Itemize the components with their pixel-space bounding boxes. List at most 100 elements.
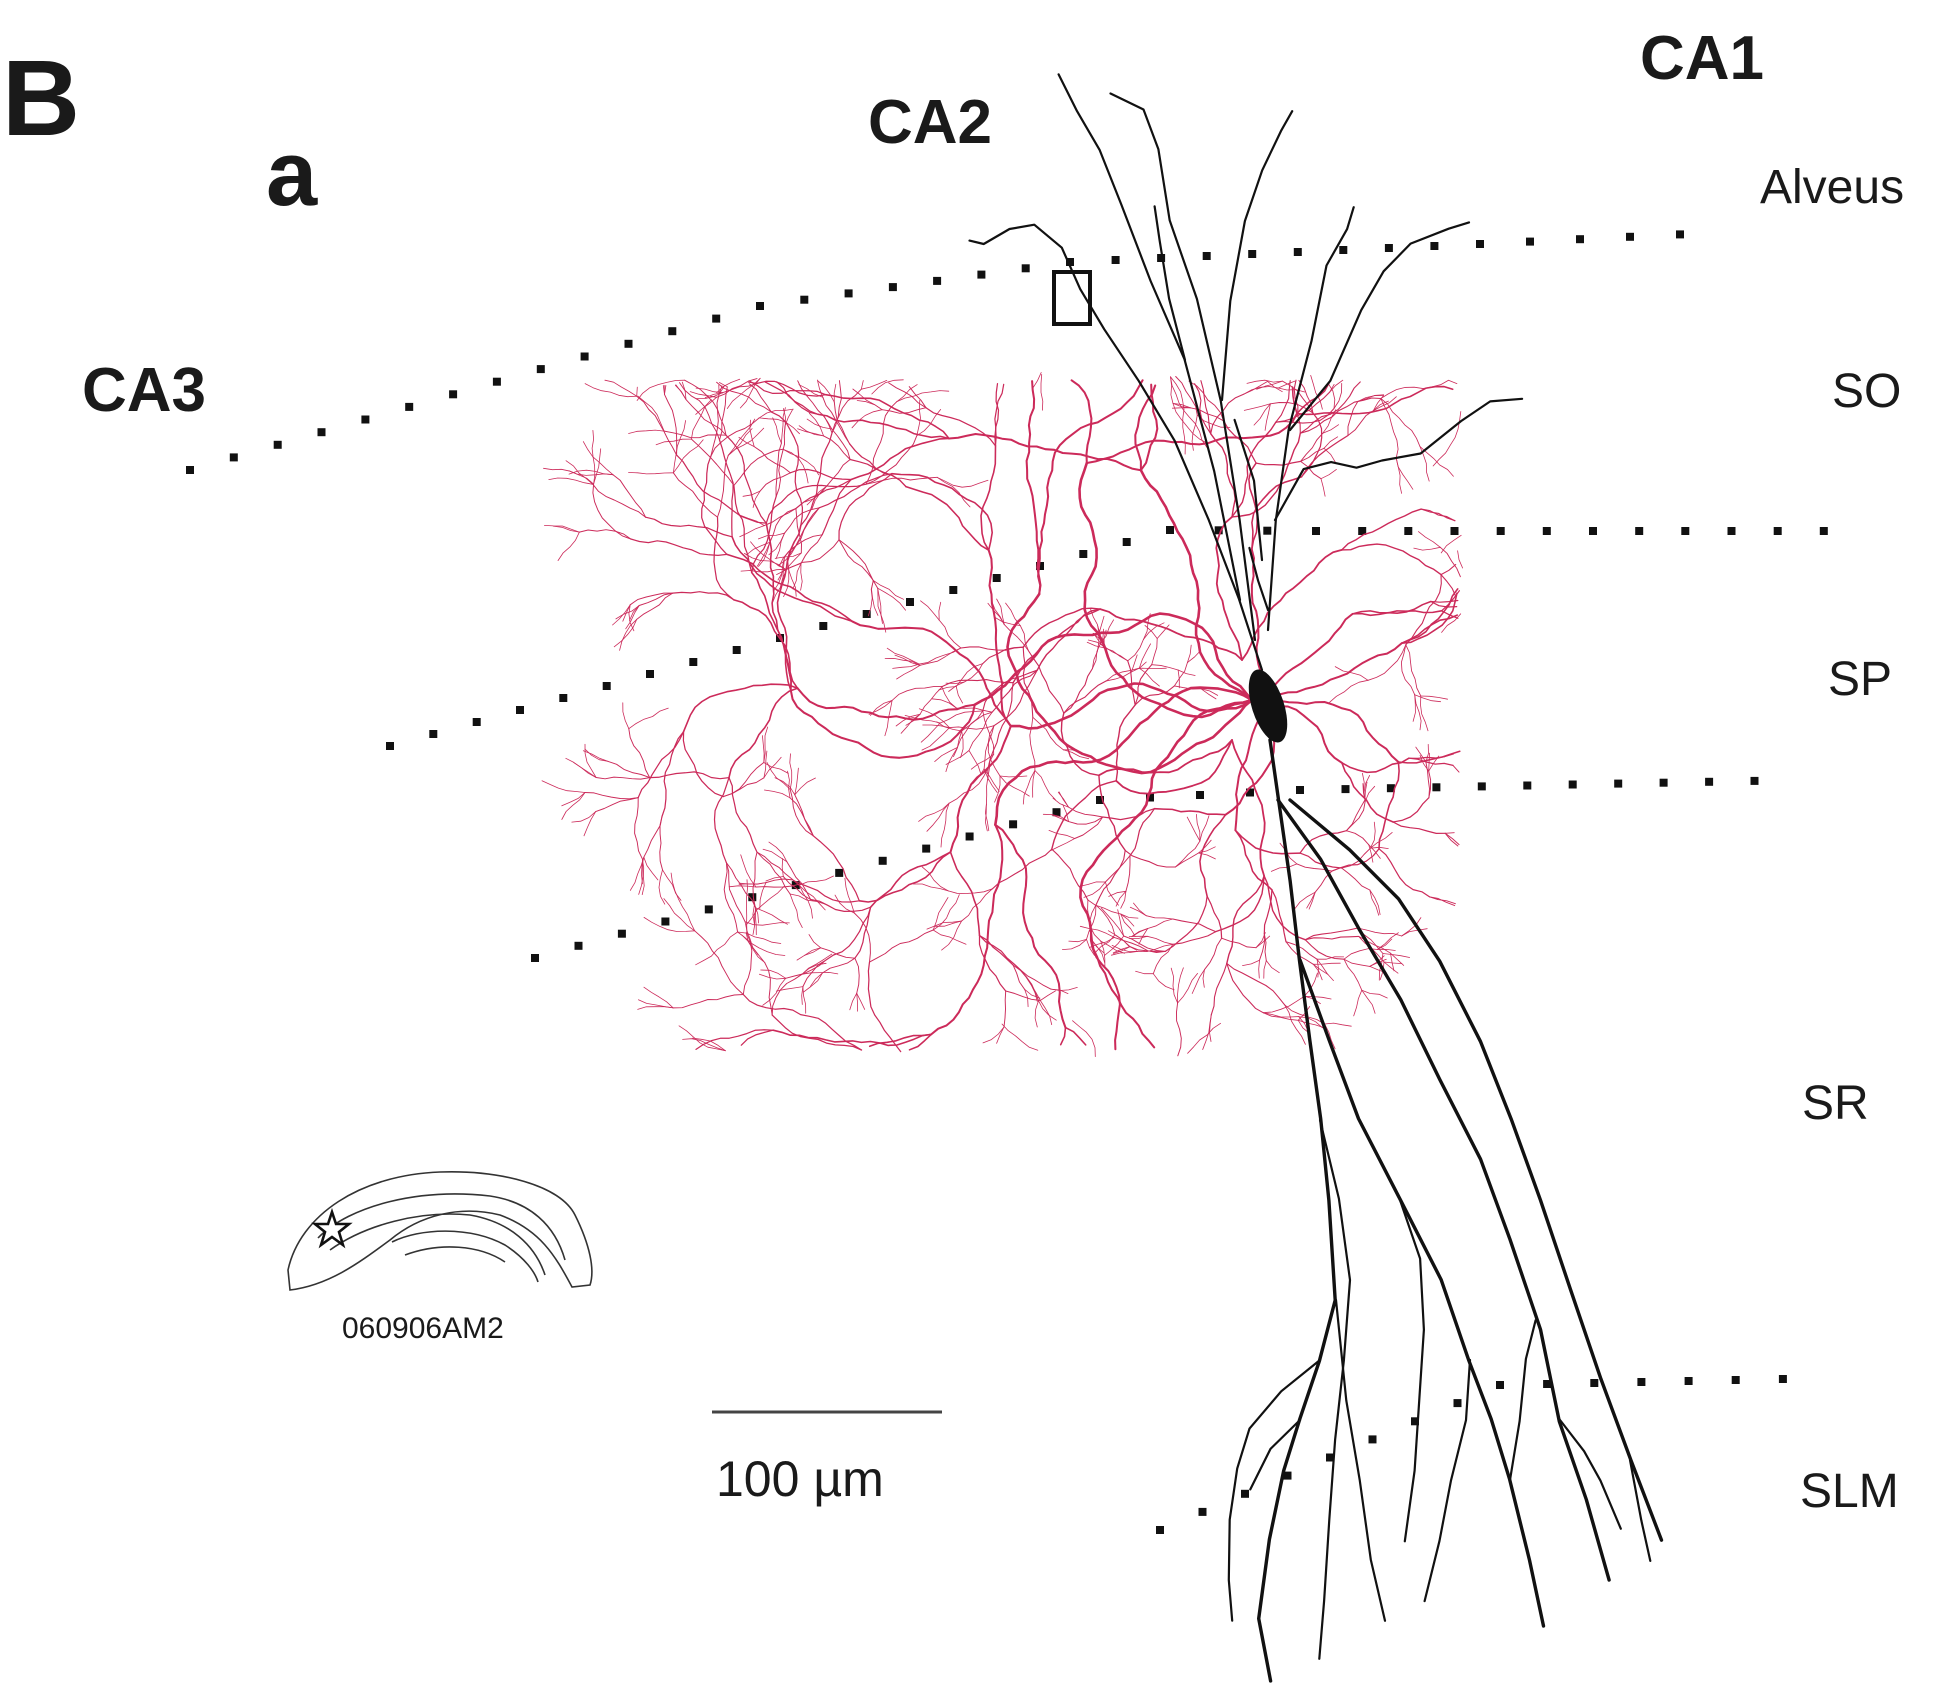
axon-branch	[557, 531, 580, 561]
axon-branch	[1341, 757, 1410, 774]
axon-branch	[763, 762, 789, 774]
axon-branch	[1151, 638, 1158, 666]
axon-branch	[1170, 376, 1208, 444]
axon-branch	[595, 776, 651, 780]
axon-branch	[1255, 460, 1302, 466]
axon-branch	[1312, 963, 1323, 981]
dendrite-branch	[1423, 1358, 1472, 1603]
axon-branch	[1378, 848, 1431, 898]
axon-branch	[1005, 602, 1021, 626]
axon-branch	[1413, 546, 1441, 551]
axon-branch	[1131, 661, 1147, 673]
axon-branch	[891, 685, 943, 701]
axon-branch	[991, 848, 1053, 890]
boundary-dot	[1157, 254, 1166, 262]
axon-branch	[638, 592, 674, 606]
boundary-dot	[1453, 1399, 1462, 1408]
axon-branch	[1261, 612, 1354, 701]
axon-branch	[803, 972, 823, 993]
axon-branch	[1022, 646, 1034, 718]
axon-branch	[1200, 688, 1217, 700]
axon-branch	[1324, 1022, 1352, 1027]
axon-branch	[1079, 925, 1115, 938]
axon-branch	[939, 710, 984, 724]
axon-branch	[1091, 939, 1105, 954]
axon-branch	[1400, 588, 1459, 644]
axon-branch	[1091, 633, 1100, 670]
axon-branch	[810, 972, 823, 987]
axon-branch	[692, 1037, 726, 1052]
axon-branch	[941, 920, 962, 951]
axon-branch	[769, 508, 797, 543]
axon-branch	[701, 455, 728, 556]
axon-branch	[1105, 667, 1140, 682]
axon-branch	[1036, 608, 1101, 671]
axon-branch	[1187, 644, 1192, 663]
axon-branch	[1377, 938, 1393, 950]
axon-branch	[1100, 907, 1125, 937]
axon-branch	[763, 756, 782, 779]
axon-branch	[1174, 852, 1199, 868]
cell-soma	[1248, 669, 1288, 743]
axon-branch	[1392, 821, 1446, 835]
axon-branch	[1452, 764, 1460, 773]
axon-branch	[1134, 685, 1175, 706]
boundary-dot	[933, 276, 942, 285]
boundary-dot	[1411, 1417, 1419, 1426]
axon-branch	[802, 959, 827, 988]
axon-branch	[941, 685, 957, 709]
boundary-dot	[1576, 235, 1584, 244]
axon-branch	[1024, 988, 1041, 999]
axon-branch	[1089, 607, 1100, 634]
axon-branch	[987, 753, 995, 781]
inset-layer-line	[317, 1193, 566, 1261]
axon-branch	[643, 856, 659, 881]
axon-branch	[851, 409, 883, 429]
boundary-dot	[1326, 1453, 1334, 1462]
boundary-dot	[1202, 252, 1211, 260]
axon-branch	[584, 383, 638, 398]
axon-branch	[725, 434, 767, 524]
axon-branch	[1300, 434, 1349, 478]
axon-branch	[613, 619, 638, 648]
axon-branch	[591, 430, 596, 485]
axon-branch	[1353, 989, 1363, 1017]
axon-branch	[800, 432, 833, 527]
axon-branch	[795, 478, 852, 510]
axon-branch	[1102, 808, 1156, 821]
axon-branch	[1334, 666, 1369, 681]
boundary-dot	[1339, 246, 1348, 254]
axon-branch	[630, 538, 728, 557]
dendrite-branch	[1288, 798, 1664, 1542]
axon-branch	[738, 882, 767, 885]
axon-branch	[655, 438, 692, 446]
axon-branch	[682, 1038, 726, 1052]
axon-branch	[1324, 1023, 1336, 1050]
axon-branch	[670, 872, 696, 932]
axon-branch	[978, 934, 1007, 992]
boundary-dot	[559, 694, 568, 702]
axon-branch	[1293, 379, 1301, 434]
axon-branch	[763, 750, 768, 779]
axon-branch	[955, 686, 963, 704]
axon-branch	[1138, 643, 1151, 669]
axon-branch	[978, 934, 1014, 966]
axon-branch	[1139, 383, 1159, 472]
axon-branch	[953, 730, 963, 757]
axon-branch	[672, 994, 744, 1009]
boundary-dot	[317, 428, 326, 437]
axon-branch	[1262, 1012, 1299, 1021]
axon-branch	[1329, 379, 1344, 393]
axon-branch	[926, 802, 950, 832]
axon-branch	[758, 541, 771, 567]
axon-branch	[755, 883, 802, 888]
axon-branch	[1425, 744, 1429, 763]
axon-branch	[1215, 516, 1243, 661]
axon-branch	[782, 448, 820, 476]
axon-branch	[1246, 379, 1283, 384]
axon-branch	[1440, 610, 1459, 619]
dendrite-branch	[1628, 1458, 1652, 1562]
axon-branch	[785, 959, 827, 979]
axon-branch	[1172, 918, 1217, 933]
axon-branch	[1298, 379, 1314, 414]
